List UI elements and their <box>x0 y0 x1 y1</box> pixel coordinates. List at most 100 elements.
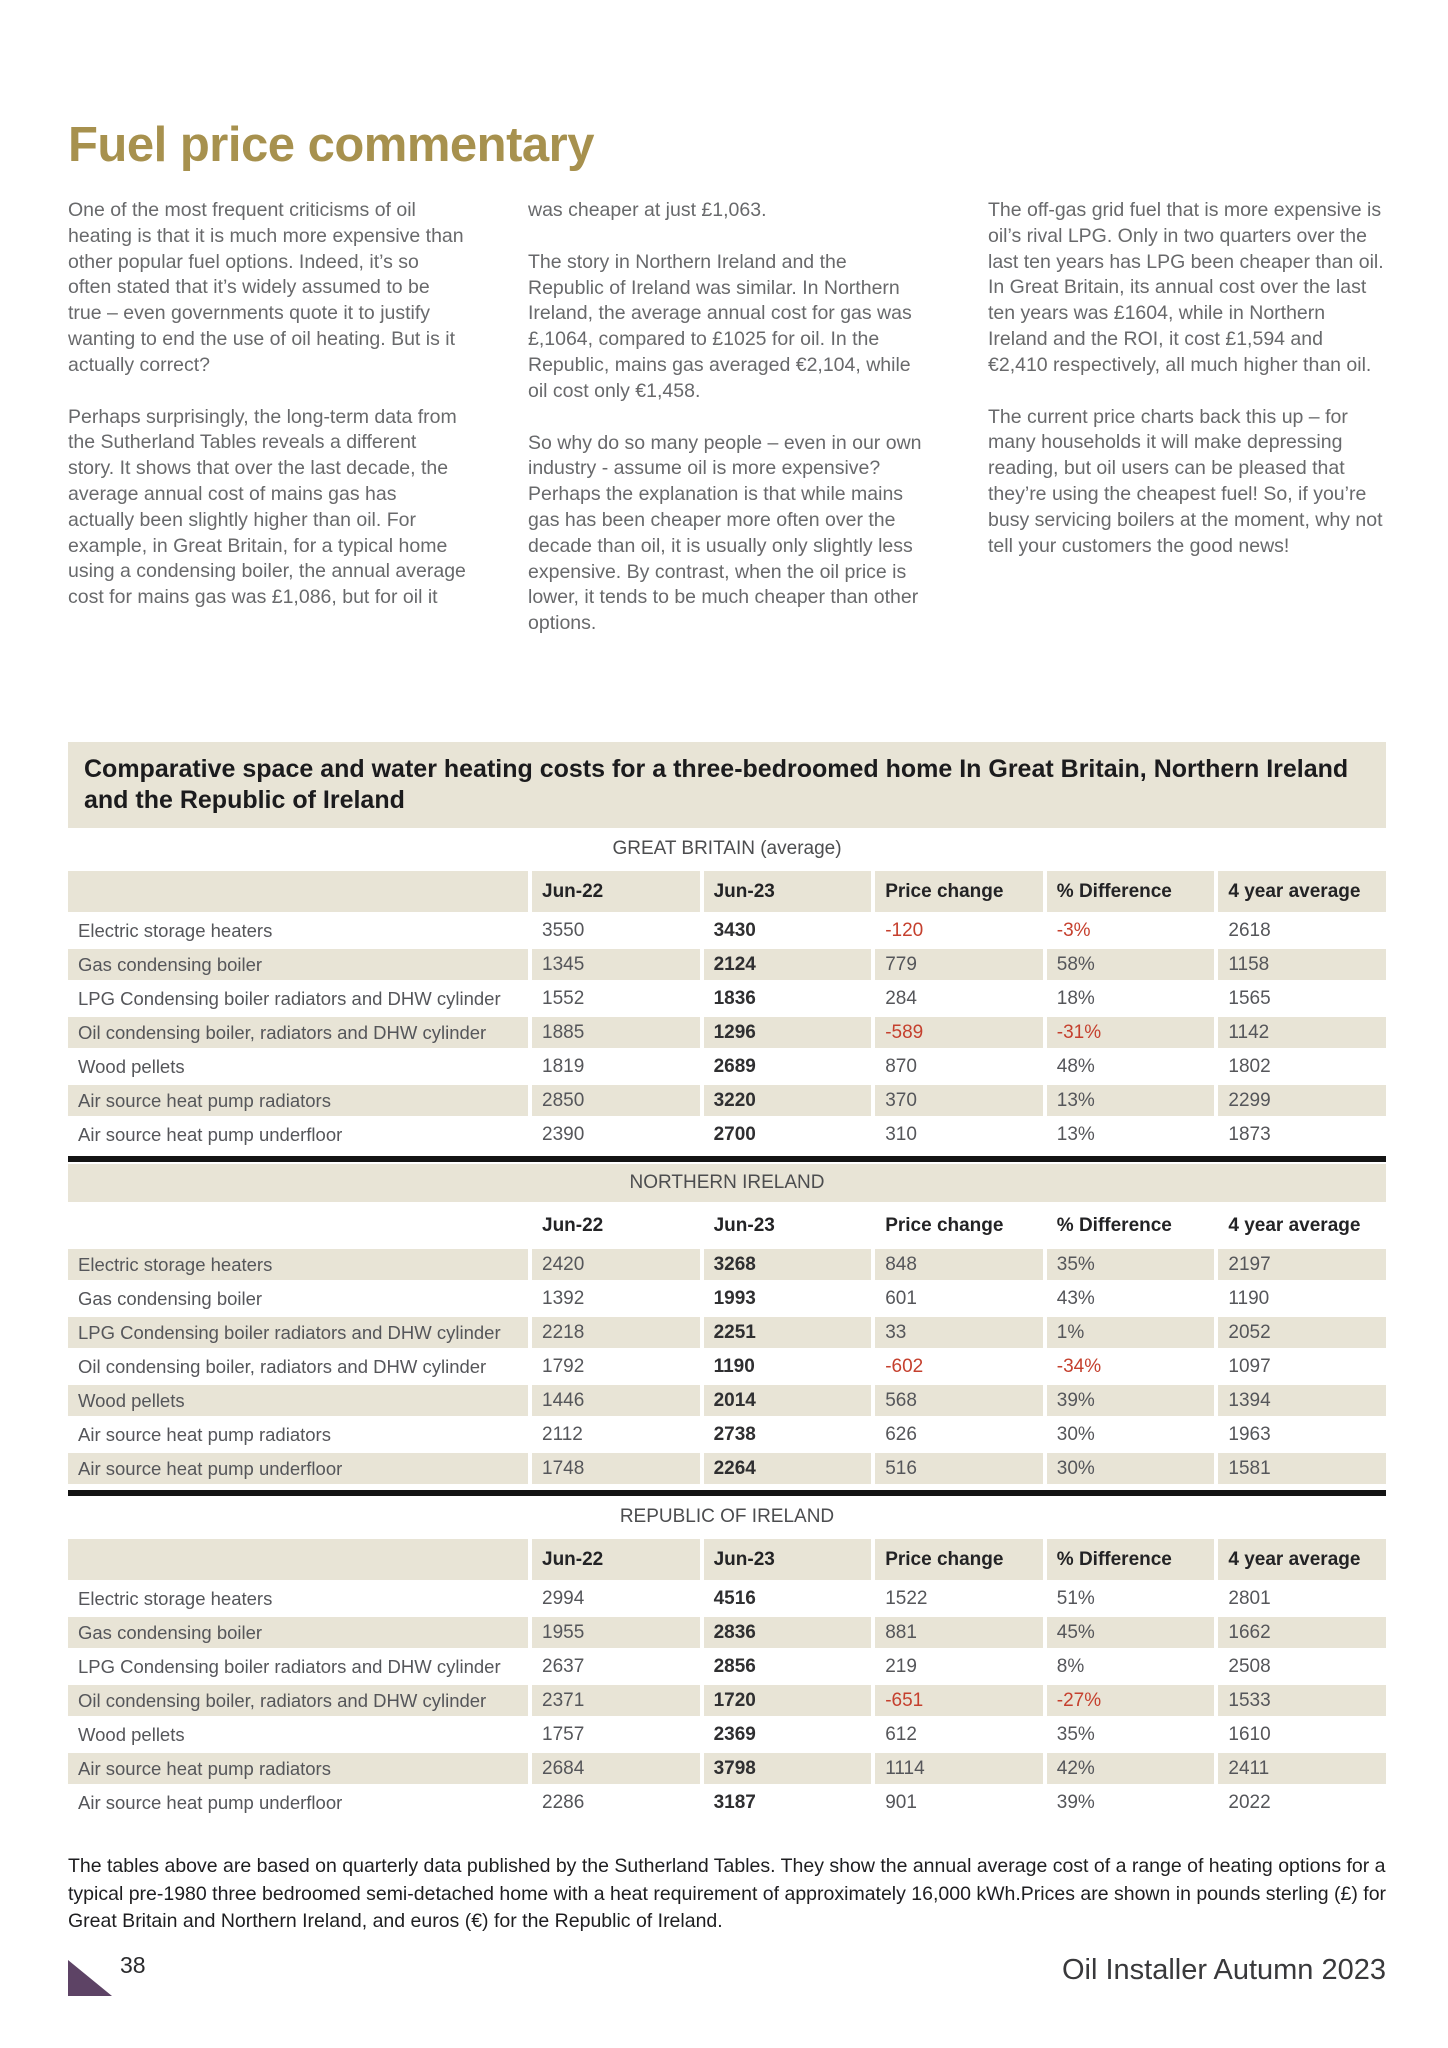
row-value: 2411 <box>1218 1753 1386 1784</box>
row-value: 881 <box>875 1617 1043 1648</box>
row-value: 2014 <box>703 1385 872 1416</box>
header-cell: Jun-23 <box>703 1539 872 1580</box>
row-value: 1533 <box>1218 1685 1386 1716</box>
page-title: Fuel price commentary <box>68 117 594 172</box>
row-label: Oil condensing boiler, radiators and DHW… <box>68 1685 528 1716</box>
row-value: 2112 <box>542 1424 583 1445</box>
row-value: 2218 <box>532 1317 700 1348</box>
row-value: 1955 <box>532 1617 700 1648</box>
row-value: 2801 <box>1228 1588 1271 1609</box>
row-value: 2197 <box>1218 1249 1386 1280</box>
article-paragraph: Perhaps surprisingly, the long-term data… <box>68 405 466 609</box>
article-column-1: One of the most frequent criticisms of o… <box>68 198 466 663</box>
row-value: 3550 <box>542 920 585 941</box>
row-value: 3798 <box>703 1753 872 1784</box>
table-header-row-northern-ireland: Jun-22 Jun-23 Price change % Difference 4 ye… <box>68 1205 1386 1246</box>
row-value: 1610 <box>1228 1724 1271 1745</box>
table-row: Gas condensing boiler 1392 1993 601 43% 1190 <box>68 1283 1386 1314</box>
row-value: 13% <box>1046 1085 1215 1116</box>
section-label-great-britain-average: GREAT BRITAIN (average) <box>612 838 842 859</box>
row-value: -651 <box>875 1685 1043 1716</box>
row-value: 601 <box>885 1288 917 1309</box>
header-cell: 4 year average <box>1218 871 1386 912</box>
row-value: 219 <box>885 1656 917 1677</box>
table-header-row-great-britain-average: Jun-22 Jun-23 Price change% Difference 4 ye… <box>68 871 1386 912</box>
row-value: 1802 <box>1228 1056 1271 1077</box>
row-label: LPG Condensing boiler radiators and DHW … <box>78 988 501 1009</box>
row-value: 1993 <box>713 1288 756 1309</box>
article-paragraph: So why do so many people – even in our o… <box>528 431 922 635</box>
row-value: 1662 <box>1218 1617 1386 1648</box>
row-label: Gas condensing boiler <box>68 1617 528 1648</box>
article-columns: One of the most frequent criticisms of o… <box>68 198 1386 663</box>
row-value: 1392 <box>542 1288 585 1309</box>
header-cell-empty <box>68 871 528 912</box>
table-row: Oil condensing boiler, radiators and DHW… <box>68 1017 1386 1048</box>
row-value: 1581 <box>1218 1453 1386 1484</box>
row-label: Air source heat pump underfloor <box>68 1453 528 1484</box>
magazine-issue-label: Oil Installer Autumn 2023 <box>1061 1954 1386 1986</box>
row-value: 35% <box>1046 1249 1215 1280</box>
row-label: Wood pellets <box>78 1724 185 1745</box>
row-value: 1114 <box>875 1753 1043 1784</box>
row-label: Air source heat pump radiators <box>78 1424 331 1445</box>
row-label: Gas condensing boiler <box>78 1288 263 1309</box>
row-value: 2371 <box>532 1685 700 1716</box>
header-cell: Jun-22 <box>532 1539 700 1580</box>
section-label-republic-of-ireland: REPUBLIC OF IRELAND <box>619 1506 835 1527</box>
row-value: 8% <box>1056 1656 1085 1677</box>
header-cell: % Difference <box>1046 1539 1215 1580</box>
row-value: 39% <box>1056 1792 1095 1813</box>
row-value: 568 <box>875 1385 1043 1416</box>
header-cell: Jun-23 <box>703 871 872 912</box>
row-value: -3% <box>1056 920 1091 941</box>
row-label: Oil condensing boiler, radiators and DHW… <box>78 1356 487 1377</box>
row-label: Oil condensing boiler, radiators and DHW… <box>68 1017 528 1048</box>
row-label: Wood pellets <box>68 1385 528 1416</box>
row-label: Gas condensing boiler <box>68 949 528 980</box>
row-value: 848 <box>875 1249 1043 1280</box>
row-value: -589 <box>875 1017 1043 1048</box>
row-label: Electric storage heaters <box>68 1249 528 1280</box>
row-value: 2420 <box>532 1249 700 1280</box>
row-value: 48% <box>1056 1056 1095 1077</box>
header-cell: Jun-22 <box>532 871 700 912</box>
header-cell: % Difference <box>1056 1215 1172 1236</box>
row-value: 2299 <box>1218 1085 1386 1116</box>
row-value: 1819 <box>542 1056 585 1077</box>
table-row: Air source heat pump radiators 2112 2738 62… <box>68 1419 1386 1450</box>
row-value: 1446 <box>532 1385 700 1416</box>
row-value: 2618 <box>1228 920 1271 941</box>
header-cell: Price change <box>885 1215 1004 1236</box>
row-value: 626 <box>885 1424 917 1445</box>
article-column-2: was cheaper at just £1,063. The story in … <box>528 198 926 663</box>
corner-triangle-icon <box>68 1960 112 1996</box>
row-value: 58% <box>1046 949 1215 980</box>
table-row: Wood pellets 1757 2369 612 35% 1610 <box>68 1719 1386 1750</box>
row-value: -34% <box>1056 1356 1102 1377</box>
table-row: Air source heat pump underfloor 1748 2264 5… <box>68 1453 1386 1484</box>
table-row: Gas condensing boiler 1955 2836 881 45% 1662 <box>68 1617 1386 1648</box>
tables: GREAT BRITAIN (average) Jun-22 Jun-23 Price… <box>68 830 1386 1818</box>
row-value: 1748 <box>532 1453 700 1484</box>
table-row: Gas condensing boiler 1345 2124 779 58% 1158 <box>68 949 1386 980</box>
table-row: Oil condensing boiler, radiators and DHW… <box>68 1351 1386 1382</box>
row-label: LPG Condensing boiler radiators and DHW … <box>68 1317 528 1348</box>
row-value: 3220 <box>703 1085 872 1116</box>
row-value: 43% <box>1056 1288 1095 1309</box>
row-label: Electric storage heaters <box>78 920 273 941</box>
row-value: 1190 <box>1228 1288 1270 1309</box>
row-label: Wood pellets <box>78 1056 185 1077</box>
row-value: 1873 <box>1228 1124 1271 1145</box>
table-title: Comparative space and water heating cost… <box>68 742 1386 828</box>
header-cell: % Difference <box>1046 871 1215 912</box>
row-value: 2700 <box>713 1124 756 1145</box>
table-row: LPG Condensing boiler radiators and DHW … <box>68 1651 1386 1682</box>
row-value: 310 <box>885 1124 917 1145</box>
header-cell: 4 year average <box>1228 1215 1361 1236</box>
row-value: 2022 <box>1228 1792 1271 1813</box>
row-value: 2994 <box>542 1588 585 1609</box>
table-row: Air source heat pump radiators 2850 3220 37… <box>68 1085 1386 1116</box>
row-value: 2836 <box>703 1617 872 1648</box>
row-value: -31% <box>1046 1017 1215 1048</box>
